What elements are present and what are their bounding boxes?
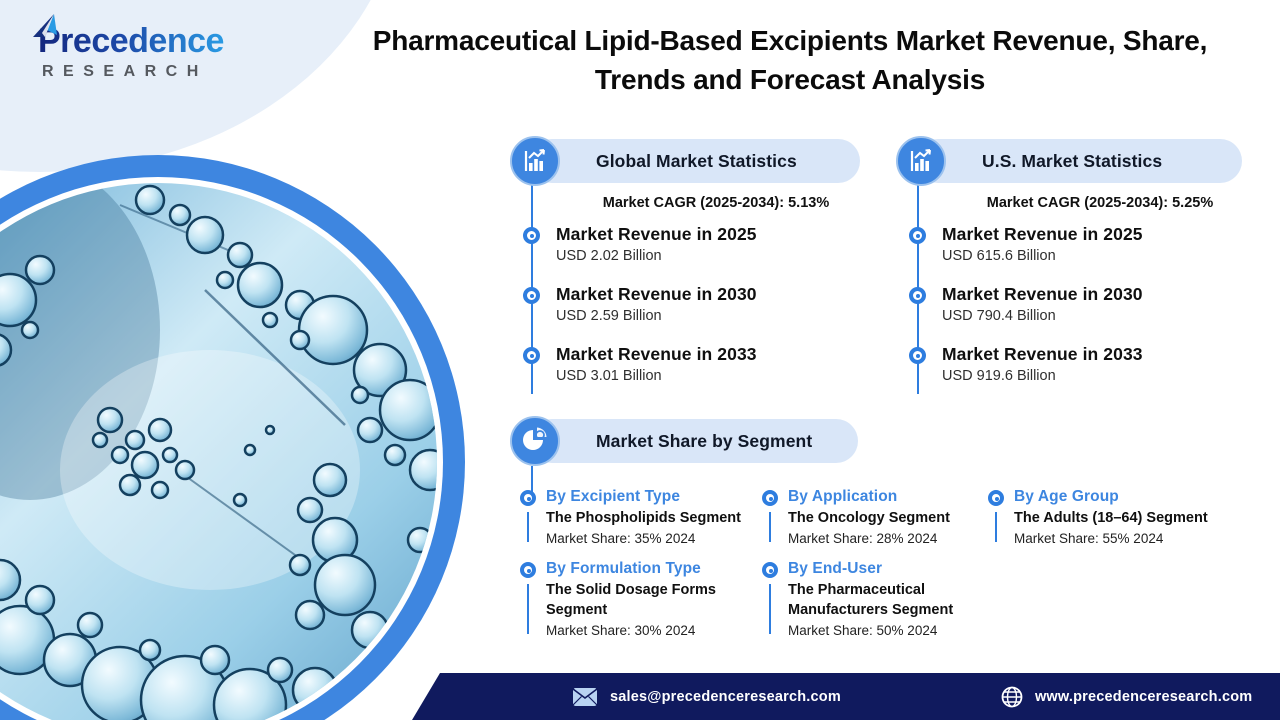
segment-section-title: Market Share by Segment bbox=[596, 431, 813, 451]
timeline-connector bbox=[917, 162, 919, 394]
bullet-icon bbox=[523, 347, 540, 364]
stat-item-2030: Market Revenue in 2030 USD 790.4 Billion bbox=[896, 284, 1242, 330]
globe-icon bbox=[1001, 686, 1023, 707]
bullet-icon bbox=[523, 287, 540, 304]
segment-age-group: By Age Group The Adults (18–64) Segment … bbox=[988, 488, 1232, 546]
global-panel-header: Global Market Statistics bbox=[510, 136, 860, 186]
email-text: sales@precedenceresearch.com bbox=[610, 688, 841, 705]
stat-item-2030: Market Revenue in 2030 USD 2.59 Billion bbox=[510, 284, 860, 330]
segment-connector-line bbox=[531, 466, 533, 496]
stat-item-2025: Market Revenue in 2025 USD 615.6 Billion bbox=[896, 224, 1242, 270]
bullet-icon bbox=[762, 562, 778, 579]
header-band bbox=[916, 139, 1242, 183]
header-band bbox=[530, 139, 860, 183]
segment-formulation-type: By Formulation Type The Solid Dosage For… bbox=[520, 560, 762, 638]
corner-blob bbox=[0, 0, 371, 172]
bar-chart-icon bbox=[896, 136, 946, 186]
stat-item-2033: Market Revenue in 2033 USD 3.01 Billion bbox=[510, 344, 860, 390]
bar-chart-icon bbox=[510, 136, 560, 186]
stat-item-2033: Market Revenue in 2033 USD 919.6 Billion bbox=[896, 344, 1242, 390]
us-stat-list: Market Revenue in 2025 USD 615.6 Billion… bbox=[896, 162, 1242, 394]
global-panel-title: Global Market Statistics bbox=[596, 151, 797, 171]
us-panel-header: U.S. Market Statistics bbox=[896, 136, 1242, 186]
bullet-icon bbox=[523, 227, 540, 244]
us-cagr: Market CAGR (2025-2034): 5.25% bbox=[986, 195, 1214, 211]
brand-logo: Precedence RESEARCH bbox=[33, 14, 224, 81]
us-panel-title: U.S. Market Statistics bbox=[982, 151, 1163, 171]
segment-application: By Application The Oncology Segment Mark… bbox=[762, 488, 988, 546]
global-stat-list: Market Revenue in 2025 USD 2.02 Billion … bbox=[510, 162, 860, 394]
stat-item-2025: Market Revenue in 2025 USD 2.02 Billion bbox=[510, 224, 860, 270]
timeline-connector bbox=[531, 162, 533, 394]
header-band bbox=[530, 419, 858, 463]
bullet-icon bbox=[520, 562, 536, 579]
segment-end-user: By End-User The Pharmaceutical Manufactu… bbox=[762, 560, 988, 638]
logo-sub-text: RESEARCH bbox=[42, 63, 208, 80]
segment-section-header: Market Share by Segment bbox=[510, 416, 858, 466]
us-market-panel: U.S. Market Statistics Market CAGR (2025… bbox=[896, 136, 1242, 404]
bullet-icon bbox=[520, 490, 536, 506]
global-market-panel: Global Market Statistics Market CAGR (20… bbox=[510, 136, 860, 404]
segment-excipient-type: By Excipient Type The Phospholipids Segm… bbox=[520, 488, 762, 546]
bullet-icon bbox=[909, 347, 926, 364]
email-contact[interactable]: sales@precedenceresearch.com bbox=[572, 686, 841, 707]
bullet-icon bbox=[909, 227, 926, 244]
page-title: Pharmaceutical Lipid-Based Excipients Ma… bbox=[372, 25, 1208, 95]
website-text: www.precedenceresearch.com bbox=[1034, 688, 1253, 705]
bullet-icon bbox=[762, 490, 778, 506]
footer-bar: sales@precedenceresearch.com www.precede… bbox=[412, 673, 1280, 720]
envelope-icon bbox=[572, 686, 598, 707]
bullet-icon bbox=[988, 490, 1004, 506]
logo-brand-text: Precedence bbox=[38, 22, 224, 60]
segment-grid: By Excipient Type The Phospholipids Segm… bbox=[520, 488, 1252, 638]
website-contact[interactable]: www.precedenceresearch.com bbox=[1001, 686, 1252, 708]
pie-chart-magnifier-icon bbox=[510, 416, 560, 466]
bullet-icon bbox=[909, 287, 926, 304]
paper-plane-icon bbox=[33, 14, 57, 37]
lipid-micrograph-image bbox=[0, 183, 437, 720]
global-cagr: Market CAGR (2025-2034): 5.13% bbox=[602, 195, 830, 211]
